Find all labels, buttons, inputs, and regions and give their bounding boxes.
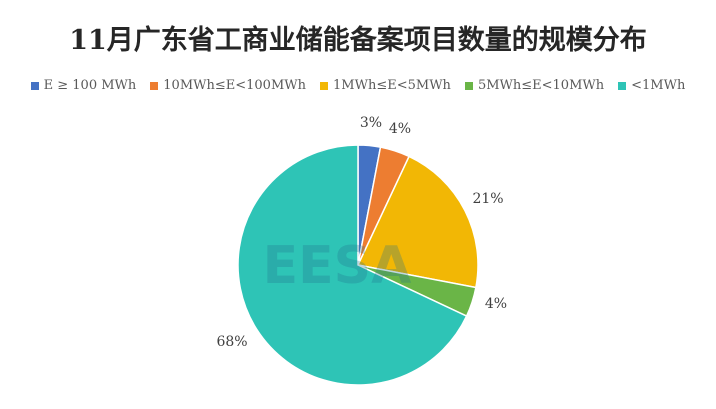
legend-item-5-10mwh: 5MWh≤E<10MWh bbox=[464, 78, 605, 93]
legend-label: 5MWh≤E<10MWh bbox=[477, 78, 605, 93]
legend-label: <1MWh bbox=[631, 78, 686, 93]
legend-swatch bbox=[320, 81, 329, 90]
slice-lt-1mwh bbox=[237, 144, 468, 386]
slice-1-5mwh bbox=[356, 155, 479, 289]
data-label: 3% bbox=[360, 115, 382, 131]
legend-label: 1MWh≤E<5MWh bbox=[333, 78, 451, 93]
chart-title: 11月广东省工商业储能备案项目数量的规模分布 bbox=[69, 25, 647, 56]
pie-slices bbox=[237, 144, 479, 386]
legend-item-e-ge-100mwh: E ≥ 100 MWh bbox=[30, 78, 137, 93]
legend-label: 10MWh≤E<100MWh bbox=[163, 78, 307, 93]
chart-legend: E ≥ 100 MWh 10MWh≤E<100MWh 1MWh≤E<5MWh 5… bbox=[0, 78, 716, 93]
data-label: 68% bbox=[216, 334, 247, 350]
legend-swatch bbox=[150, 81, 159, 90]
data-label: 4% bbox=[389, 121, 411, 137]
data-label: 4% bbox=[485, 296, 507, 312]
legend-swatch bbox=[30, 81, 39, 90]
pie-labels: 3% 4% 21% 4% 68% bbox=[216, 115, 507, 350]
watermark-logo: EESA bbox=[263, 236, 412, 296]
data-label: 21% bbox=[472, 191, 503, 207]
legend-swatch bbox=[618, 81, 627, 90]
legend-swatch bbox=[464, 81, 473, 90]
legend-item-10-100mwh: 10MWh≤E<100MWh bbox=[150, 78, 306, 93]
legend-label: E ≥ 100 MWh bbox=[43, 78, 137, 93]
legend-item-lt-1mwh: <1MWh bbox=[618, 78, 685, 93]
legend-item-1-5mwh: 1MWh≤E<5MWh bbox=[320, 78, 451, 93]
